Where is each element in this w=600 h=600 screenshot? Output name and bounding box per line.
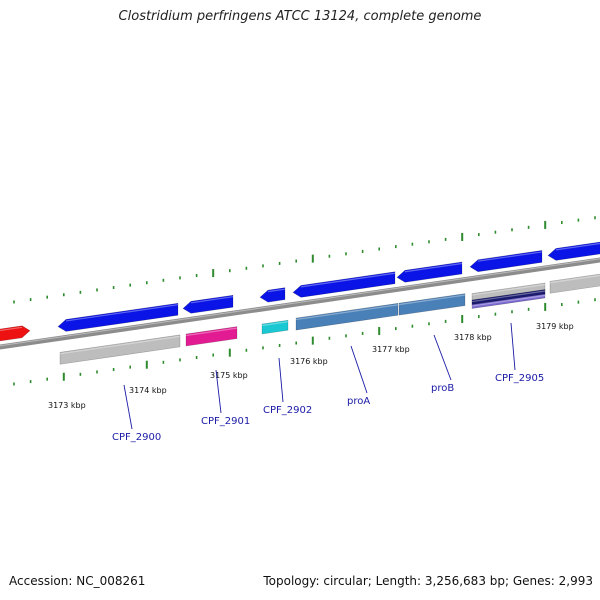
tick-label: 3177 kbp [372,345,410,354]
cds-steel-feature [398,293,466,316]
cds-blue-feature [57,302,179,332]
cds-gray-feature [59,334,181,365]
cds-blue-feature [396,261,463,283]
feature-highlight [549,274,600,284]
tick-label: 3173 kbp [48,401,86,410]
feature-highlight [300,272,396,288]
gene-label-leader [510,322,516,371]
tick-label: 3176 kbp [290,357,328,366]
gene-label-leader [433,334,452,381]
cds-blue-feature [259,287,286,303]
gene-label: CPF_2900 [112,432,161,443]
feature-highlight [185,327,238,337]
cds-blue-feature [182,294,234,314]
feature-highlight [190,296,234,304]
feature-highlight [471,290,546,303]
feature-highlight [555,242,600,251]
map-title: Clostridium perfringens ATCC 13124, comp… [118,9,482,24]
genome-summary-text: Topology: circular; Length: 3,256,683 bp… [263,574,593,588]
cds-steel-feature [295,302,399,331]
feature-highlight [65,304,179,322]
gene-label: proB [431,383,454,394]
feature-highlight [477,251,543,262]
feature-highlight [59,335,181,355]
gene-label-leader [123,384,133,430]
genome-backbone-highlight [0,258,600,347]
feature-highlight [471,294,546,307]
feature-highlight [267,288,286,293]
cds-blue-feature [292,271,396,298]
cds-cyan-feature [261,319,289,335]
gene-label-leader [350,345,368,394]
tick-label: 3175 kbp [210,371,248,380]
feature-highlight [404,262,463,273]
cds-blue-feature [469,250,543,273]
gene-label: proA [347,396,370,407]
accession-text: Accession: NC_008261 [9,574,146,588]
gene-label-leader [215,369,222,414]
gene-label: CPF_2901 [201,416,250,427]
tick-label: 3179 kbp [536,322,574,331]
cds-purple-feature [471,293,546,309]
gene-label: CPF_2905 [495,373,544,384]
tick-label: 3178 kbp [454,333,492,342]
gene-label: CPF_2902 [263,405,312,416]
feature-highlight [398,294,466,306]
tick-label: 3174 kbp [129,386,167,395]
gene-label-leader [278,357,284,403]
cds-red-feature [0,325,31,342]
feature-highlight [295,304,399,321]
cds-blue-feature [547,241,600,261]
feature-highlight [471,283,546,296]
cds-gray-feature [549,273,600,294]
cds-pink-feature [185,326,238,347]
feature-highlight [261,321,289,327]
genome-backbone [0,257,600,350]
feature-highlight [0,326,23,332]
